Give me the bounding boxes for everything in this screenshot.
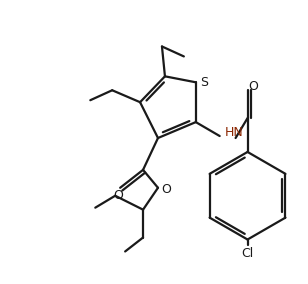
Text: Cl: Cl [241, 247, 254, 260]
Text: HN: HN [225, 126, 243, 139]
Text: O: O [249, 80, 258, 93]
Text: O: O [113, 189, 123, 202]
Text: O: O [161, 183, 171, 196]
Text: S: S [200, 76, 208, 89]
